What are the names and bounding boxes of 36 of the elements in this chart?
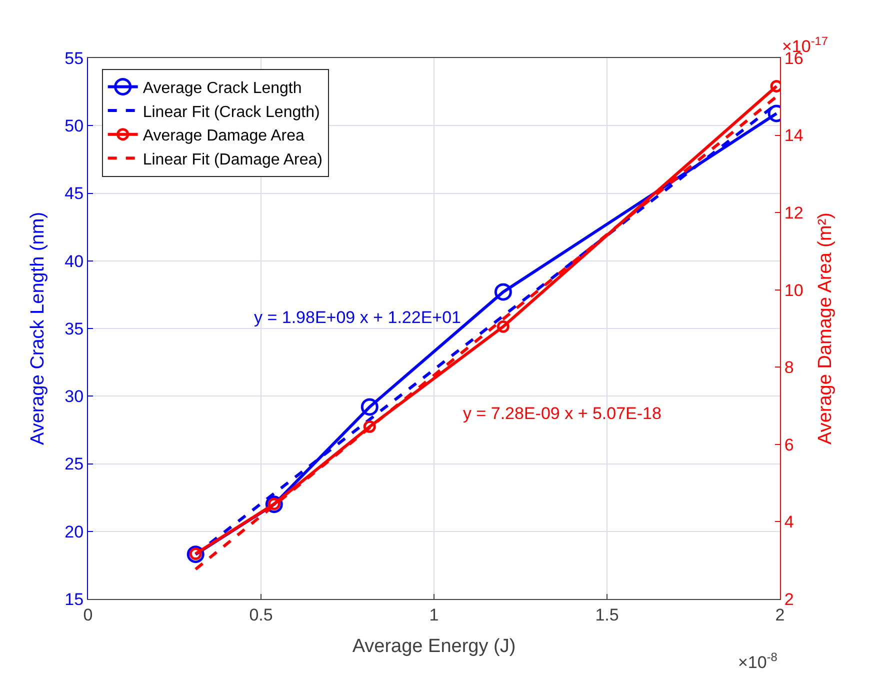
x-tick-label: 1: [429, 605, 439, 624]
y-tick-label: 20: [64, 522, 84, 542]
point: [494, 283, 512, 301]
annotation: y = 1.98E+09 x + 1.22E+01: [254, 308, 461, 327]
legend-label: Linear Fit (Damage Area): [142, 151, 322, 168]
y-tick-label: 35: [64, 319, 84, 338]
x-tick-label: 0.5: [249, 605, 273, 624]
y2-tick-label: 4: [784, 512, 794, 532]
point: [360, 398, 378, 416]
y2-tick-label: 14: [784, 126, 804, 146]
annotation: y = 7.28E-09 x + 5.07E-18: [463, 404, 662, 423]
x-tick-label: 1.5: [595, 605, 619, 624]
point: [186, 546, 204, 564]
point: [496, 320, 510, 333]
legend-label: Average Crack Length: [142, 80, 302, 97]
y-tick-label: 30: [64, 387, 84, 406]
y-tick-label: 40: [64, 252, 84, 271]
point: [363, 420, 376, 433]
y2-tick-label: 6: [784, 435, 794, 454]
x-tick-label: 2: [775, 605, 785, 624]
y-tick-label: 55: [64, 48, 84, 68]
y2-tick-label: 2: [784, 590, 794, 609]
y-tick-label: 50: [64, 116, 84, 136]
x-tick-label: 0: [83, 605, 93, 624]
legend-label: Linear Fit (Crack Length): [142, 104, 320, 121]
y-tick-label: 25: [64, 454, 84, 474]
text: ×10$^{-8}$: [738, 650, 778, 672]
y2-tick-label: 8: [784, 358, 794, 378]
y2-axis-title: Average Damage Area (m²): [815, 212, 836, 444]
x-axis-title: Average Energy (J): [352, 636, 516, 658]
y-tick-label: 15: [64, 590, 84, 609]
y-axis-title: Average Crack Length (nm): [28, 212, 49, 446]
legend-label: Average Damage Area: [142, 128, 305, 145]
y2-tick-label: 10: [784, 280, 804, 300]
y-tick-label: 45: [64, 184, 84, 204]
y2-tick-label: 12: [784, 204, 804, 223]
